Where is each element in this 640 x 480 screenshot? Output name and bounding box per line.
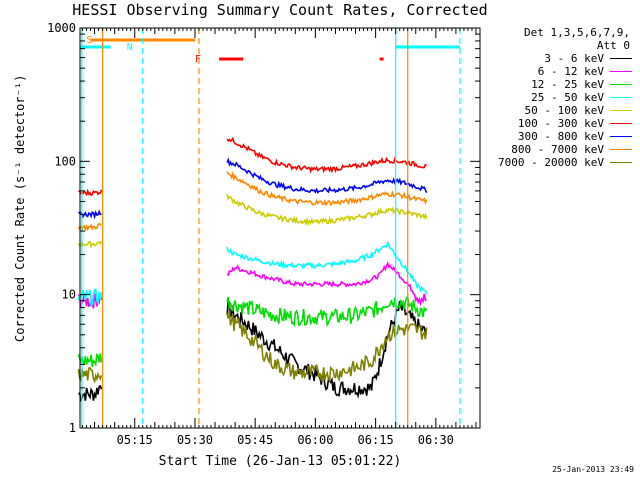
- legend: Det 1,3,5,6,7,9, Att 0 3 - 6 keV 6 - 12 k…: [480, 26, 634, 169]
- x-tick-label: 05:30: [177, 433, 213, 447]
- y-tick-label: 100: [54, 154, 76, 168]
- series-line-4: [77, 193, 428, 249]
- annotation-n-label: N: [127, 42, 133, 53]
- legend-header-line-2: Att 0: [596, 39, 630, 52]
- legend-swatch: [610, 58, 632, 59]
- series-line-7: [77, 170, 428, 232]
- legend-label: 800 - 7000 keV: [511, 143, 604, 156]
- legend-label: 50 - 100 keV: [524, 104, 604, 117]
- y-axis-label: Corrected Count Rate (s⁻¹ detector⁻¹): [13, 74, 27, 342]
- legend-label: 100 - 300 keV: [517, 117, 604, 130]
- legend-entry-3: 25 - 50 keV: [480, 91, 634, 104]
- annotation-f-label: F: [195, 54, 201, 65]
- x-tick-label: 05:45: [237, 433, 273, 447]
- x-tick-label: 06:30: [418, 433, 454, 447]
- legend-label: 7000 - 20000 keV: [498, 156, 604, 169]
- legend-swatch: [610, 97, 632, 98]
- legend-swatch: [610, 110, 632, 111]
- legend-swatch: [610, 71, 632, 72]
- legend-swatch: [610, 149, 632, 150]
- y-tick-label: 1: [69, 421, 76, 435]
- y-tick-label: 1000: [47, 21, 76, 35]
- legend-label: 3 - 6 keV: [544, 52, 604, 65]
- legend-swatch: [610, 123, 632, 124]
- annotation-s-label: S: [87, 35, 93, 46]
- y-tick-label: 10: [62, 288, 76, 302]
- series-line-3: [77, 240, 428, 308]
- legend-entry-7: 800 - 7000 keV: [480, 143, 634, 156]
- x-tick-label: 06:00: [297, 433, 333, 447]
- legend-label: 12 - 25 keV: [531, 78, 604, 91]
- legend-entry-1: 6 - 12 keV: [480, 65, 634, 78]
- legend-entry-2: 12 - 25 keV: [480, 78, 634, 91]
- plot-frame: [79, 27, 481, 429]
- timestamp: 25-Jan-2013 23:49: [552, 465, 634, 474]
- chart-title: HESSI Observing Summary Count Rates, Cor…: [72, 1, 488, 19]
- x-axis-label: Start Time (26-Jan-13 05:01:22): [158, 454, 402, 469]
- legend-entry-5: 100 - 300 keV: [480, 117, 634, 130]
- legend-entry-4: 50 - 100 keV: [480, 104, 634, 117]
- series-line-8: [77, 310, 428, 385]
- legend-swatch: [610, 162, 632, 163]
- legend-label: 25 - 50 keV: [531, 91, 604, 104]
- legend-entry-8: 7000 - 20000 keV: [480, 156, 634, 169]
- legend-swatch: [610, 136, 632, 137]
- legend-rows: 3 - 6 keV 6 - 12 keV 12 - 25 keV 25 - 50 ke…: [480, 52, 634, 169]
- legend-label: 300 - 800 keV: [517, 130, 604, 143]
- legend-swatch: [610, 84, 632, 85]
- legend-header-line-1: Det 1,3,5,6,7,9,: [524, 26, 630, 39]
- legend-label: 6 - 12 keV: [537, 65, 604, 78]
- x-tick-label: 05:15: [117, 433, 153, 447]
- legend-entry-0: 3 - 6 keV: [480, 52, 634, 65]
- x-tick-label: 06:15: [358, 433, 394, 447]
- legend-entry-6: 300 - 800 keV: [480, 130, 634, 143]
